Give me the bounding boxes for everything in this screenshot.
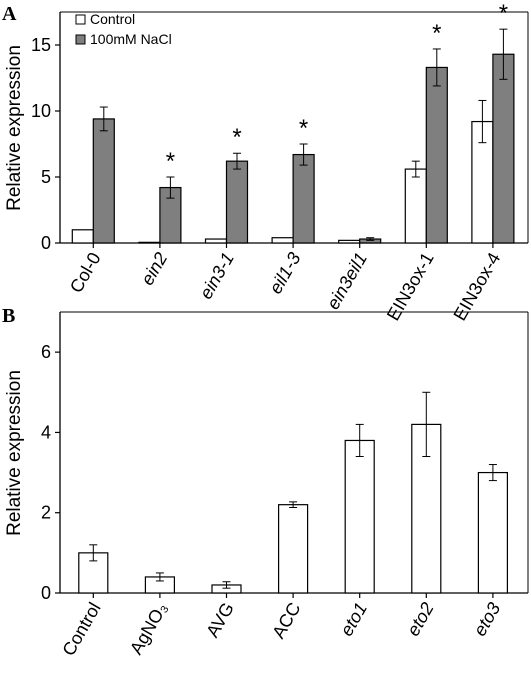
- x-tick-label: EIN3ox-1: [383, 249, 438, 324]
- x-tick-label: ein2: [137, 249, 171, 288]
- significance-star: *: [432, 20, 441, 47]
- bar: [204, 238, 228, 244]
- bar: [477, 471, 508, 594]
- bar: [292, 153, 315, 244]
- panel-label-b: B: [2, 305, 15, 327]
- significance-star: *: [299, 115, 308, 142]
- y-axis-label: Relative expression: [4, 370, 25, 536]
- x-tick-label: EIN3ox-4: [450, 249, 505, 324]
- x-tick-label: AgNO₃: [126, 599, 172, 658]
- bar: [71, 229, 94, 244]
- bar: [425, 66, 448, 244]
- y-tick-label: 15: [31, 35, 51, 55]
- legend-label: Control: [90, 11, 135, 27]
- y-tick-label: 0: [41, 233, 51, 253]
- x-tick-label: ein3eil1: [323, 249, 371, 313]
- x-tick-label: eto2: [403, 599, 438, 639]
- x-tick-label: eil1-3: [265, 249, 304, 297]
- bar: [92, 118, 115, 244]
- y-tick-label: 10: [31, 101, 51, 121]
- significance-star: *: [499, 0, 508, 27]
- x-tick-label: ein3-1: [196, 249, 238, 302]
- panel-label-a: A: [2, 3, 17, 25]
- legend-swatch: [75, 14, 86, 25]
- bar: [271, 237, 294, 244]
- y-tick-label: 4: [41, 422, 51, 442]
- bar: [278, 504, 309, 594]
- significance-star: *: [166, 148, 175, 175]
- y-axis-label: Relative expression: [4, 45, 25, 211]
- bar: [344, 439, 375, 594]
- y-tick-label: 6: [41, 342, 51, 362]
- panel-b: 0 2 4 6 Relative expression Control AgNO₃ AVG AC…: [4, 311, 529, 659]
- y-tick-label: 5: [41, 167, 51, 187]
- bar: [138, 241, 161, 244]
- x-tick-label: eto1: [336, 599, 371, 639]
- x-tick-label: Control: [58, 599, 104, 659]
- significance-star: *: [232, 124, 241, 151]
- y-tick-label: 0: [41, 583, 51, 603]
- x-tick-label: eto3: [470, 599, 505, 639]
- bar: [225, 160, 249, 244]
- y-tick-label: 2: [41, 503, 51, 523]
- legend-swatch: [75, 34, 86, 45]
- x-tick-label: AVG: [202, 599, 238, 641]
- bar: [492, 53, 515, 244]
- panel-a: 0 5 10 15 Relative expression Col-0 ein2 * ein3-…: [4, 0, 529, 324]
- x-tick-label: Col-0: [66, 249, 105, 296]
- x-tick-label: ACC: [268, 599, 304, 642]
- bar: [404, 168, 427, 244]
- bar: [338, 239, 361, 244]
- legend-label: 100mM NaCl: [90, 31, 172, 47]
